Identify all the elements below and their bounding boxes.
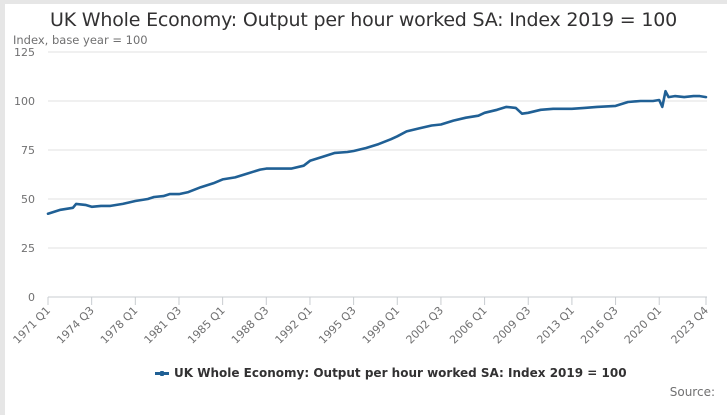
x-tick-label: 2016 Q3 <box>578 304 621 347</box>
x-tick-label: 1992 Q1 <box>273 304 316 347</box>
y-tick-label: 0 <box>28 291 35 304</box>
x-tick-label: 1971 Q1 <box>11 304 54 347</box>
x-tick-label: 2002 Q3 <box>404 304 447 347</box>
x-tick-label: 2006 Q1 <box>447 304 490 347</box>
legend-line-marker-icon <box>155 370 169 376</box>
chart-frame <box>5 4 727 415</box>
x-tick-label: 1978 Q1 <box>98 304 141 347</box>
y-axis-label: Index, base year = 100 <box>13 33 148 47</box>
chart-title: UK Whole Economy: Output per hour worked… <box>50 9 677 31</box>
x-tick-label: 1974 Q3 <box>54 304 97 347</box>
x-tick-label: 2013 Q1 <box>534 304 577 347</box>
x-tick-label: 2023 Q4 <box>669 304 712 347</box>
x-tick-label: 1985 Q1 <box>185 304 228 347</box>
x-tick-label: 2009 Q3 <box>491 304 534 347</box>
x-tick-label: 1981 Q3 <box>142 304 185 347</box>
y-tick-label: 125 <box>14 46 35 59</box>
x-tick-label: 1995 Q3 <box>316 304 359 347</box>
source-label: Source: <box>669 385 715 399</box>
y-tick-label: 100 <box>14 95 35 108</box>
chart-legend[interactable]: UK Whole Economy: Output per hour worked… <box>155 366 627 380</box>
y-tick-label: 50 <box>21 193 35 206</box>
data-series-line <box>46 89 708 215</box>
y-tick-label: 75 <box>21 144 35 157</box>
x-tick-label: 2020 Q1 <box>622 304 665 347</box>
legend-label: UK Whole Economy: Output per hour worked… <box>174 366 627 380</box>
y-tick-label: 25 <box>21 242 35 255</box>
x-tick-label: 1999 Q1 <box>360 304 403 347</box>
x-tick-label: 1988 Q3 <box>229 304 272 347</box>
